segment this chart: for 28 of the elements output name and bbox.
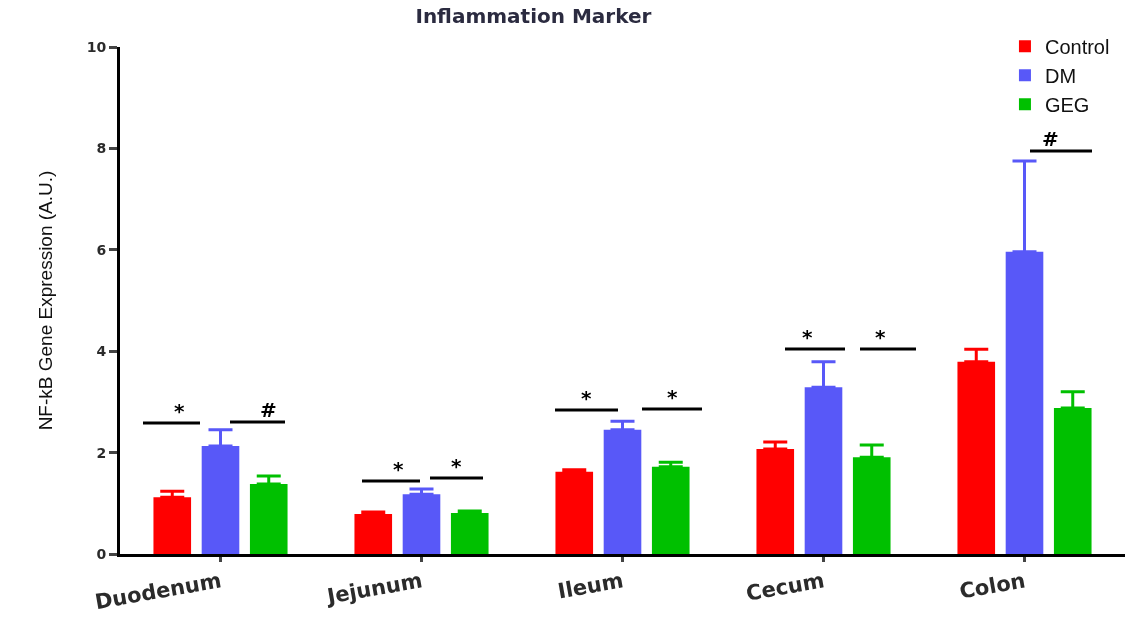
x-tick-label: Cecum xyxy=(744,568,827,606)
chart-title: Inflammation Marker xyxy=(415,4,652,29)
y-tick-label: 6 xyxy=(96,241,107,258)
y-tick-label: 2 xyxy=(96,444,107,461)
y-tick-label: 10 xyxy=(86,38,107,55)
bar xyxy=(555,471,594,554)
y-axis-title: NF-kB Gene Expression (A.U.) xyxy=(34,170,56,431)
annotation: * xyxy=(802,325,813,349)
annotation: # xyxy=(260,398,277,422)
bar xyxy=(354,513,393,554)
annotation: * xyxy=(174,399,185,423)
x-tick-label: Ileum xyxy=(555,568,626,604)
legend-label: GEG xyxy=(1044,94,1090,117)
legend-label: DM xyxy=(1044,65,1077,88)
x-tick-label: Duodenum xyxy=(93,568,224,615)
x-tick-label: Jejunum xyxy=(323,568,425,609)
legend-label: Control xyxy=(1044,36,1110,59)
y-tick-label: 8 xyxy=(96,140,107,157)
x-tick-label: Colon xyxy=(957,568,1028,604)
annotation: * xyxy=(875,325,886,349)
annotation: # xyxy=(1042,127,1059,151)
annotation: * xyxy=(581,386,592,410)
y-tick-label: 4 xyxy=(96,343,107,360)
y-tick-label: 0 xyxy=(96,545,107,562)
bar xyxy=(450,512,489,554)
annotation: * xyxy=(451,454,462,478)
annotation: * xyxy=(667,385,678,409)
annotation: * xyxy=(393,457,404,481)
